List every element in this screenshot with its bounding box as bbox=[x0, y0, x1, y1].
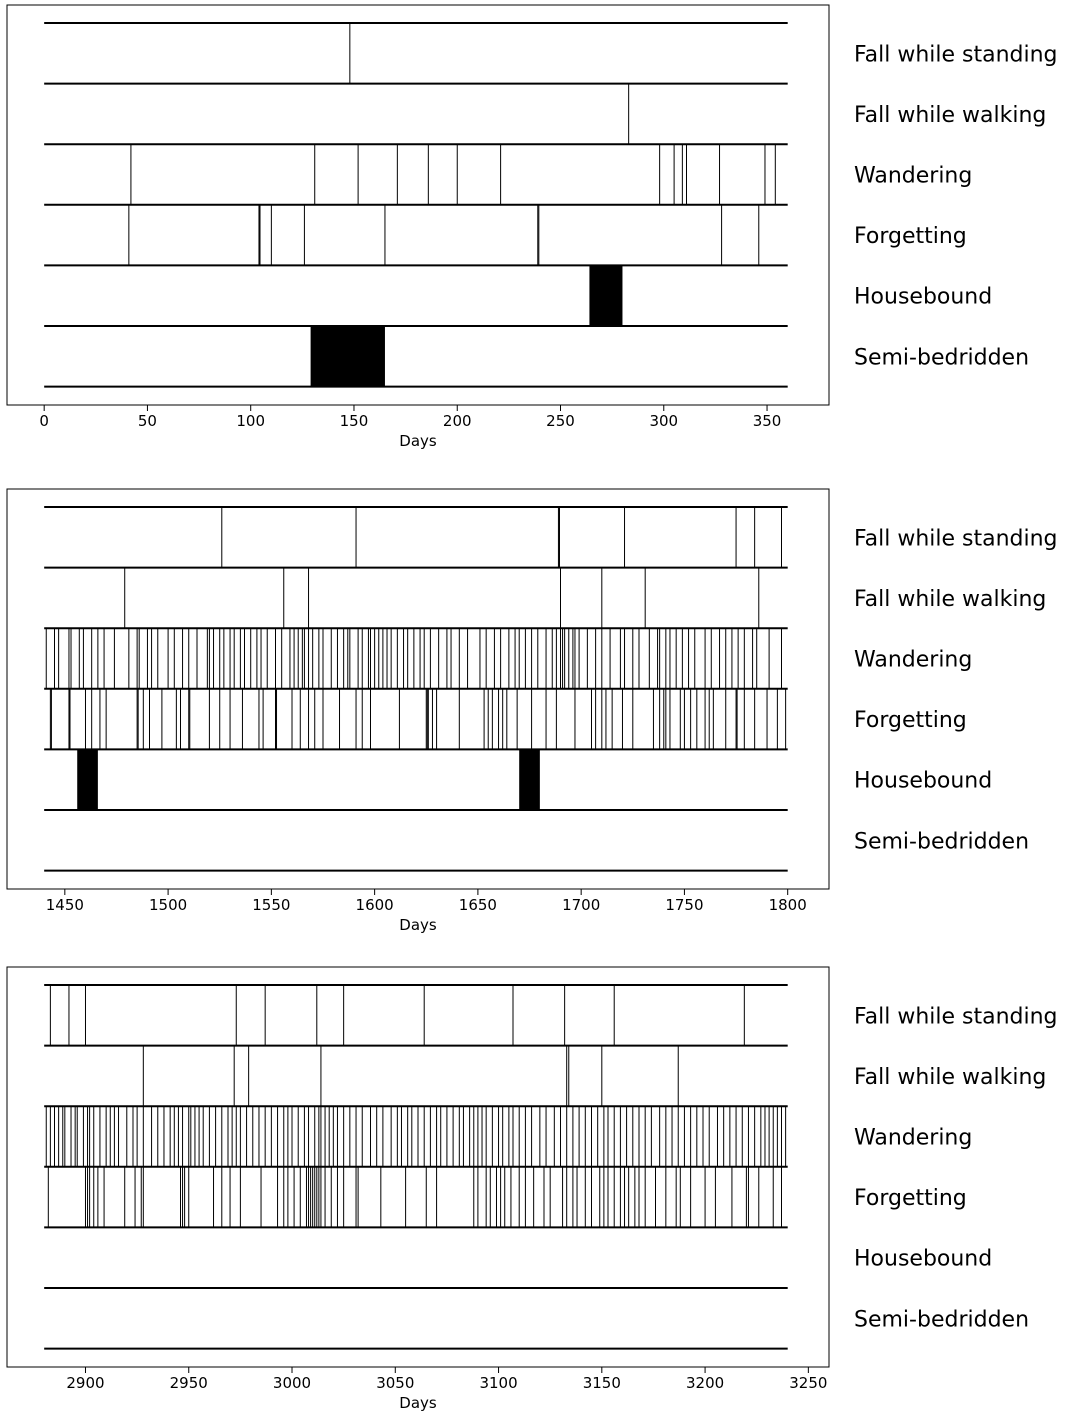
row-label: Wandering bbox=[854, 648, 972, 673]
event-row bbox=[142, 1045, 679, 1107]
x-axis-label: Days bbox=[399, 1394, 437, 1412]
x-tick-label: 3050 bbox=[376, 1374, 414, 1392]
event-row bbox=[47, 1166, 782, 1228]
x-tick-label: 3200 bbox=[686, 1374, 724, 1392]
x-tick-label: 300 bbox=[649, 412, 678, 430]
row-label: Housebound bbox=[854, 1247, 992, 1272]
x-tick-label: 3100 bbox=[479, 1374, 517, 1392]
event-row bbox=[49, 985, 745, 1046]
row-label: Fall while standing bbox=[854, 526, 1058, 551]
event-row bbox=[45, 1106, 787, 1167]
row-label: Housebound bbox=[854, 285, 992, 310]
row-label: Forgetting bbox=[854, 1186, 967, 1211]
x-tick-label: 50 bbox=[138, 412, 157, 430]
x-tick-label: 3250 bbox=[789, 1374, 827, 1392]
event-span bbox=[519, 749, 540, 810]
x-tick-label: 2950 bbox=[170, 1374, 208, 1392]
x-tick-label: 100 bbox=[236, 412, 265, 430]
timeline-panel-3: Fall while standing Fall while walking Wan… bbox=[0, 962, 1065, 1412]
row-label: Semi-bedridden bbox=[854, 345, 1029, 370]
x-tick-label: 1650 bbox=[459, 896, 497, 914]
x-tick-label: 1800 bbox=[769, 896, 807, 914]
event-row bbox=[128, 204, 760, 266]
x-tick-label: 250 bbox=[546, 412, 575, 430]
x-tick-label: 1750 bbox=[665, 896, 703, 914]
x-tick-label: 3150 bbox=[583, 1374, 621, 1392]
x-tick-label: 1500 bbox=[149, 896, 187, 914]
row-label: Semi-bedridden bbox=[854, 829, 1029, 854]
row-label: Forgetting bbox=[854, 224, 967, 249]
event-span bbox=[77, 749, 98, 810]
row-label: Semi-bedridden bbox=[854, 1307, 1029, 1332]
x-tick-label: 1700 bbox=[562, 896, 600, 914]
row-label: Fall while walking bbox=[854, 587, 1046, 612]
x-tick-label: 1550 bbox=[252, 896, 290, 914]
x-axis-label: Days bbox=[399, 432, 437, 450]
x-tick-label: 3000 bbox=[273, 1374, 311, 1392]
x-tick-label: 1450 bbox=[46, 896, 84, 914]
event-row bbox=[49, 688, 787, 750]
event-span bbox=[310, 326, 385, 387]
event-row bbox=[589, 265, 623, 326]
timeline-panel-2: Fall while standing Fall while walking Wan… bbox=[0, 484, 1065, 954]
event-row bbox=[310, 326, 385, 387]
timeline-panel-1: Fall while standing Fall while walking Wan… bbox=[0, 0, 1065, 470]
x-tick-label: 150 bbox=[340, 412, 369, 430]
plot-frame bbox=[6, 488, 830, 890]
x-tick-label: 1600 bbox=[356, 896, 394, 914]
row-label: Fall while standing bbox=[854, 42, 1058, 67]
row-label: Fall while walking bbox=[854, 1065, 1046, 1090]
event-span bbox=[589, 265, 623, 326]
timeline-chart-1: Fall while standing Fall while walking Wan… bbox=[6, 4, 1058, 450]
row-label: Wandering bbox=[854, 164, 972, 189]
x-tick-label: 200 bbox=[443, 412, 472, 430]
row-label: Fall while standing bbox=[854, 1004, 1058, 1029]
x-tick-label: 350 bbox=[753, 412, 782, 430]
event-row bbox=[45, 628, 782, 689]
event-row bbox=[77, 749, 540, 810]
event-row bbox=[130, 144, 776, 205]
timeline-chart-3: Fall while standing Fall while walking Wan… bbox=[6, 966, 1058, 1412]
event-row bbox=[124, 567, 760, 629]
x-tick-label: 0 bbox=[39, 412, 49, 430]
row-label: Wandering bbox=[854, 1126, 972, 1151]
plot-frame bbox=[6, 966, 830, 1368]
timeline-chart-2: Fall while standing Fall while walking Wan… bbox=[6, 488, 1058, 934]
row-label: Forgetting bbox=[854, 708, 967, 733]
plot-frame bbox=[6, 4, 830, 406]
row-label: Fall while walking bbox=[854, 103, 1046, 128]
row-label: Housebound bbox=[854, 769, 992, 794]
event-row bbox=[221, 507, 782, 568]
x-axis-label: Days bbox=[399, 916, 437, 934]
x-tick-label: 2900 bbox=[66, 1374, 104, 1392]
